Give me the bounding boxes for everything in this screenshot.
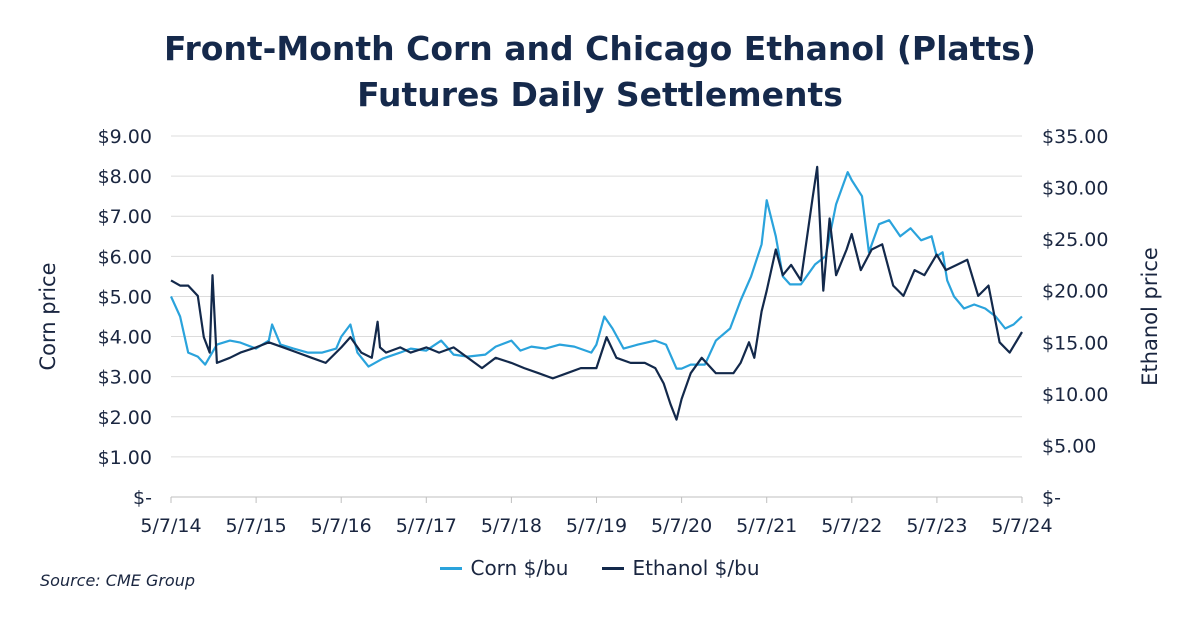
chart-title-line-1: Front-Month Corn and Chicago Ethanol (Pl…: [164, 29, 1036, 68]
left-tick-label: $5.00: [98, 286, 152, 308]
right-tick-label: $10.00: [1042, 384, 1108, 406]
legend-item-ethanol: Ethanol $/bu: [602, 556, 760, 580]
left-tick-label: $9.00: [98, 126, 152, 148]
left-tick-label: $2.00: [98, 407, 152, 429]
x-tick-label: 5/7/24: [991, 515, 1052, 537]
x-tick-label: 5/7/19: [566, 515, 627, 537]
left-axis-label: Corn price: [36, 262, 60, 370]
x-tick-label: 5/7/17: [396, 515, 457, 537]
left-tick-label: $4.00: [98, 327, 152, 349]
x-tick-label: 5/7/18: [481, 515, 542, 537]
legend-swatch-corn: [440, 566, 463, 570]
left-tick-label: $3.00: [98, 367, 152, 389]
right-tick-label: $30.00: [1042, 178, 1108, 200]
x-tick-label: 5/7/23: [906, 515, 967, 537]
right-tick-label: $20.00: [1042, 281, 1108, 303]
legend-label-corn: Corn $/bu: [470, 556, 569, 580]
legend-swatch-ethanol: [602, 566, 625, 570]
legend-label-ethanol: Ethanol $/bu: [632, 556, 760, 580]
left-tick-label: $7.00: [98, 206, 152, 228]
x-tick-label: 5/7/22: [821, 515, 882, 537]
right-tick-label: $15.00: [1042, 332, 1108, 354]
right-tick-label: $25.00: [1042, 229, 1108, 251]
x-tick-label: 5/7/14: [140, 515, 201, 537]
x-tick-label: 5/7/16: [311, 515, 372, 537]
right-axis-ticks: $- $5.00 $10.00 $15.00 $20.00 $25.00 $30.00 $35…: [1042, 126, 1108, 509]
x-tick-label: 5/7/20: [651, 515, 712, 537]
left-tick-label: $-: [133, 487, 152, 509]
legend: Corn $/bu Ethanol $/bu: [0, 556, 1200, 580]
left-axis-ticks: $- $1.00 $2.00 $3.00 $4.00 $5.00 $6.00 $7.00 $8.…: [98, 126, 152, 509]
series-lines: [169, 165, 1023, 421]
chart-title-line-2: Futures Daily Settlements: [357, 75, 843, 114]
left-tick-label: $8.00: [98, 166, 152, 188]
left-tick-label: $6.00: [98, 246, 152, 268]
ethanol-series-line: [170, 165, 1023, 421]
left-tick-label: $1.00: [98, 447, 152, 469]
right-tick-label: $35.00: [1042, 126, 1108, 148]
source-note: Source: CME Group: [40, 571, 196, 590]
corn-series-line: [169, 171, 1023, 370]
x-axis-ticks: 5/7/14 5/7/15 5/7/16 5/7/17 5/7/18 5/7/19 5/7/…: [140, 497, 1053, 537]
x-tick-label: 5/7/15: [226, 515, 287, 537]
legend-item-corn: Corn $/bu: [440, 556, 568, 580]
gridlines: [171, 135, 1022, 458]
chart-title: Front-Month Corn and Chicago Ethanol (Pl…: [0, 26, 1200, 118]
right-tick-label: $5.00: [1042, 435, 1096, 457]
right-axis-label: Ethanol price: [1138, 247, 1162, 386]
x-tick-label: 5/7/21: [736, 515, 797, 537]
right-tick-label: $-: [1042, 487, 1061, 509]
